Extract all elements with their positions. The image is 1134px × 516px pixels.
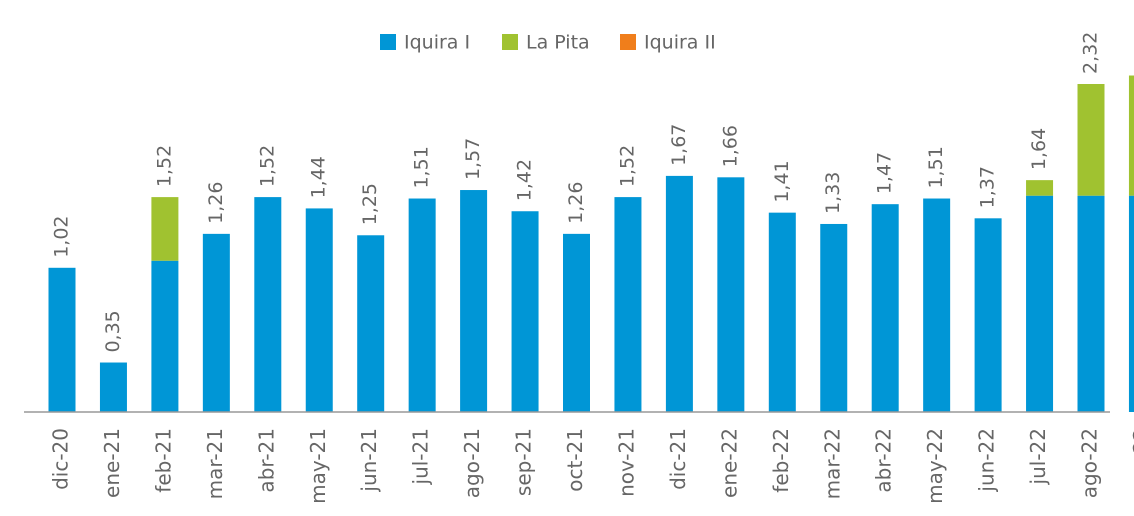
bar-segment (357, 235, 385, 412)
total-label: 1,37 (977, 166, 999, 208)
total-label: 1,52 (616, 145, 638, 187)
total-label: 1,26 (565, 182, 587, 224)
x-tick-label: oct-21 (563, 428, 587, 492)
bar-segment (1026, 195, 1054, 412)
total-label: 1,41 (771, 160, 793, 202)
bar-segment (151, 197, 179, 261)
x-tick-label: mar-22 (820, 428, 844, 499)
x-tick-label: mar-21 (203, 428, 227, 499)
total-label: 2,32 (1080, 32, 1102, 74)
total-label: 1,66 (719, 125, 741, 167)
legend-label: Iquira I (404, 32, 470, 54)
bar-segment (254, 197, 282, 412)
bar-segment (665, 175, 693, 412)
total-label: 1,51 (411, 146, 433, 188)
bar-segment (768, 212, 796, 412)
bar-segment (99, 362, 127, 412)
bar-segment (408, 198, 436, 412)
bar-segment (1026, 180, 1054, 196)
x-tick-label: feb-22 (769, 428, 793, 493)
bar-segment (460, 190, 488, 412)
total-label: 1,52 (153, 145, 175, 187)
x-tick-label: dic-21 (666, 428, 690, 490)
bar-segment (202, 233, 230, 412)
legend-label: Iquira II (644, 32, 716, 54)
total-label: 1,67 (668, 124, 690, 166)
bar-segment (1077, 84, 1105, 196)
bar-segment (563, 233, 590, 412)
x-tick-label: ago-22 (1078, 428, 1102, 498)
x-tick-label: abr-21 (254, 428, 278, 493)
bar-segment (820, 223, 848, 412)
x-tick-label: may-21 (306, 428, 330, 504)
total-label: 1,02 (51, 215, 73, 257)
legend-label: La Pita (526, 32, 590, 54)
bar-segment (614, 197, 642, 412)
bar-segment (151, 260, 179, 412)
total-label: 0,35 (102, 310, 124, 352)
x-tick-label: sep-22 (1129, 428, 1134, 496)
total-label: 1,64 (1028, 128, 1050, 170)
bar-segment (1128, 75, 1134, 196)
legend-swatch (380, 34, 396, 50)
total-label: 1,26 (205, 182, 227, 224)
x-tick-label: jul-21 (409, 428, 433, 485)
total-label: 1,52 (256, 145, 278, 187)
bar-segment (871, 204, 899, 412)
bar-segment (48, 267, 76, 412)
x-tick-label: nov-21 (614, 428, 638, 497)
legend-swatch (620, 34, 636, 50)
total-label: 1,33 (822, 172, 844, 214)
legend-swatch (502, 34, 518, 50)
total-label: 2,38 (1131, 23, 1134, 65)
x-tick-label: dic-20 (49, 428, 73, 490)
x-tick-label: feb-21 (151, 428, 175, 493)
bar-segment (511, 211, 539, 412)
x-tick-label: jul-22 (1026, 428, 1050, 485)
x-tick-label: ago-21 (460, 428, 484, 498)
x-tick-label: ene-22 (717, 428, 741, 498)
x-tick-label: jun-22 (975, 428, 999, 493)
bar-segment (1128, 195, 1134, 412)
total-label: 1,44 (308, 156, 330, 198)
bar-segment (974, 218, 1002, 412)
total-label: 1,42 (514, 159, 536, 201)
x-tick-label: abr-22 (872, 428, 896, 493)
bar-segment (717, 177, 745, 412)
bar-segment (923, 198, 951, 412)
x-tick-label: sep-21 (512, 428, 536, 496)
total-label: 1,47 (874, 152, 896, 194)
x-tick-label: may-22 (923, 428, 947, 504)
total-label: 1,25 (359, 183, 381, 225)
total-label: 1,57 (462, 138, 484, 180)
bar-segment (305, 208, 333, 412)
x-tick-label: ene-21 (100, 428, 124, 498)
total-label: 1,51 (925, 146, 947, 188)
x-tick-label: jun-21 (357, 428, 381, 493)
bar-segment (1077, 195, 1105, 412)
